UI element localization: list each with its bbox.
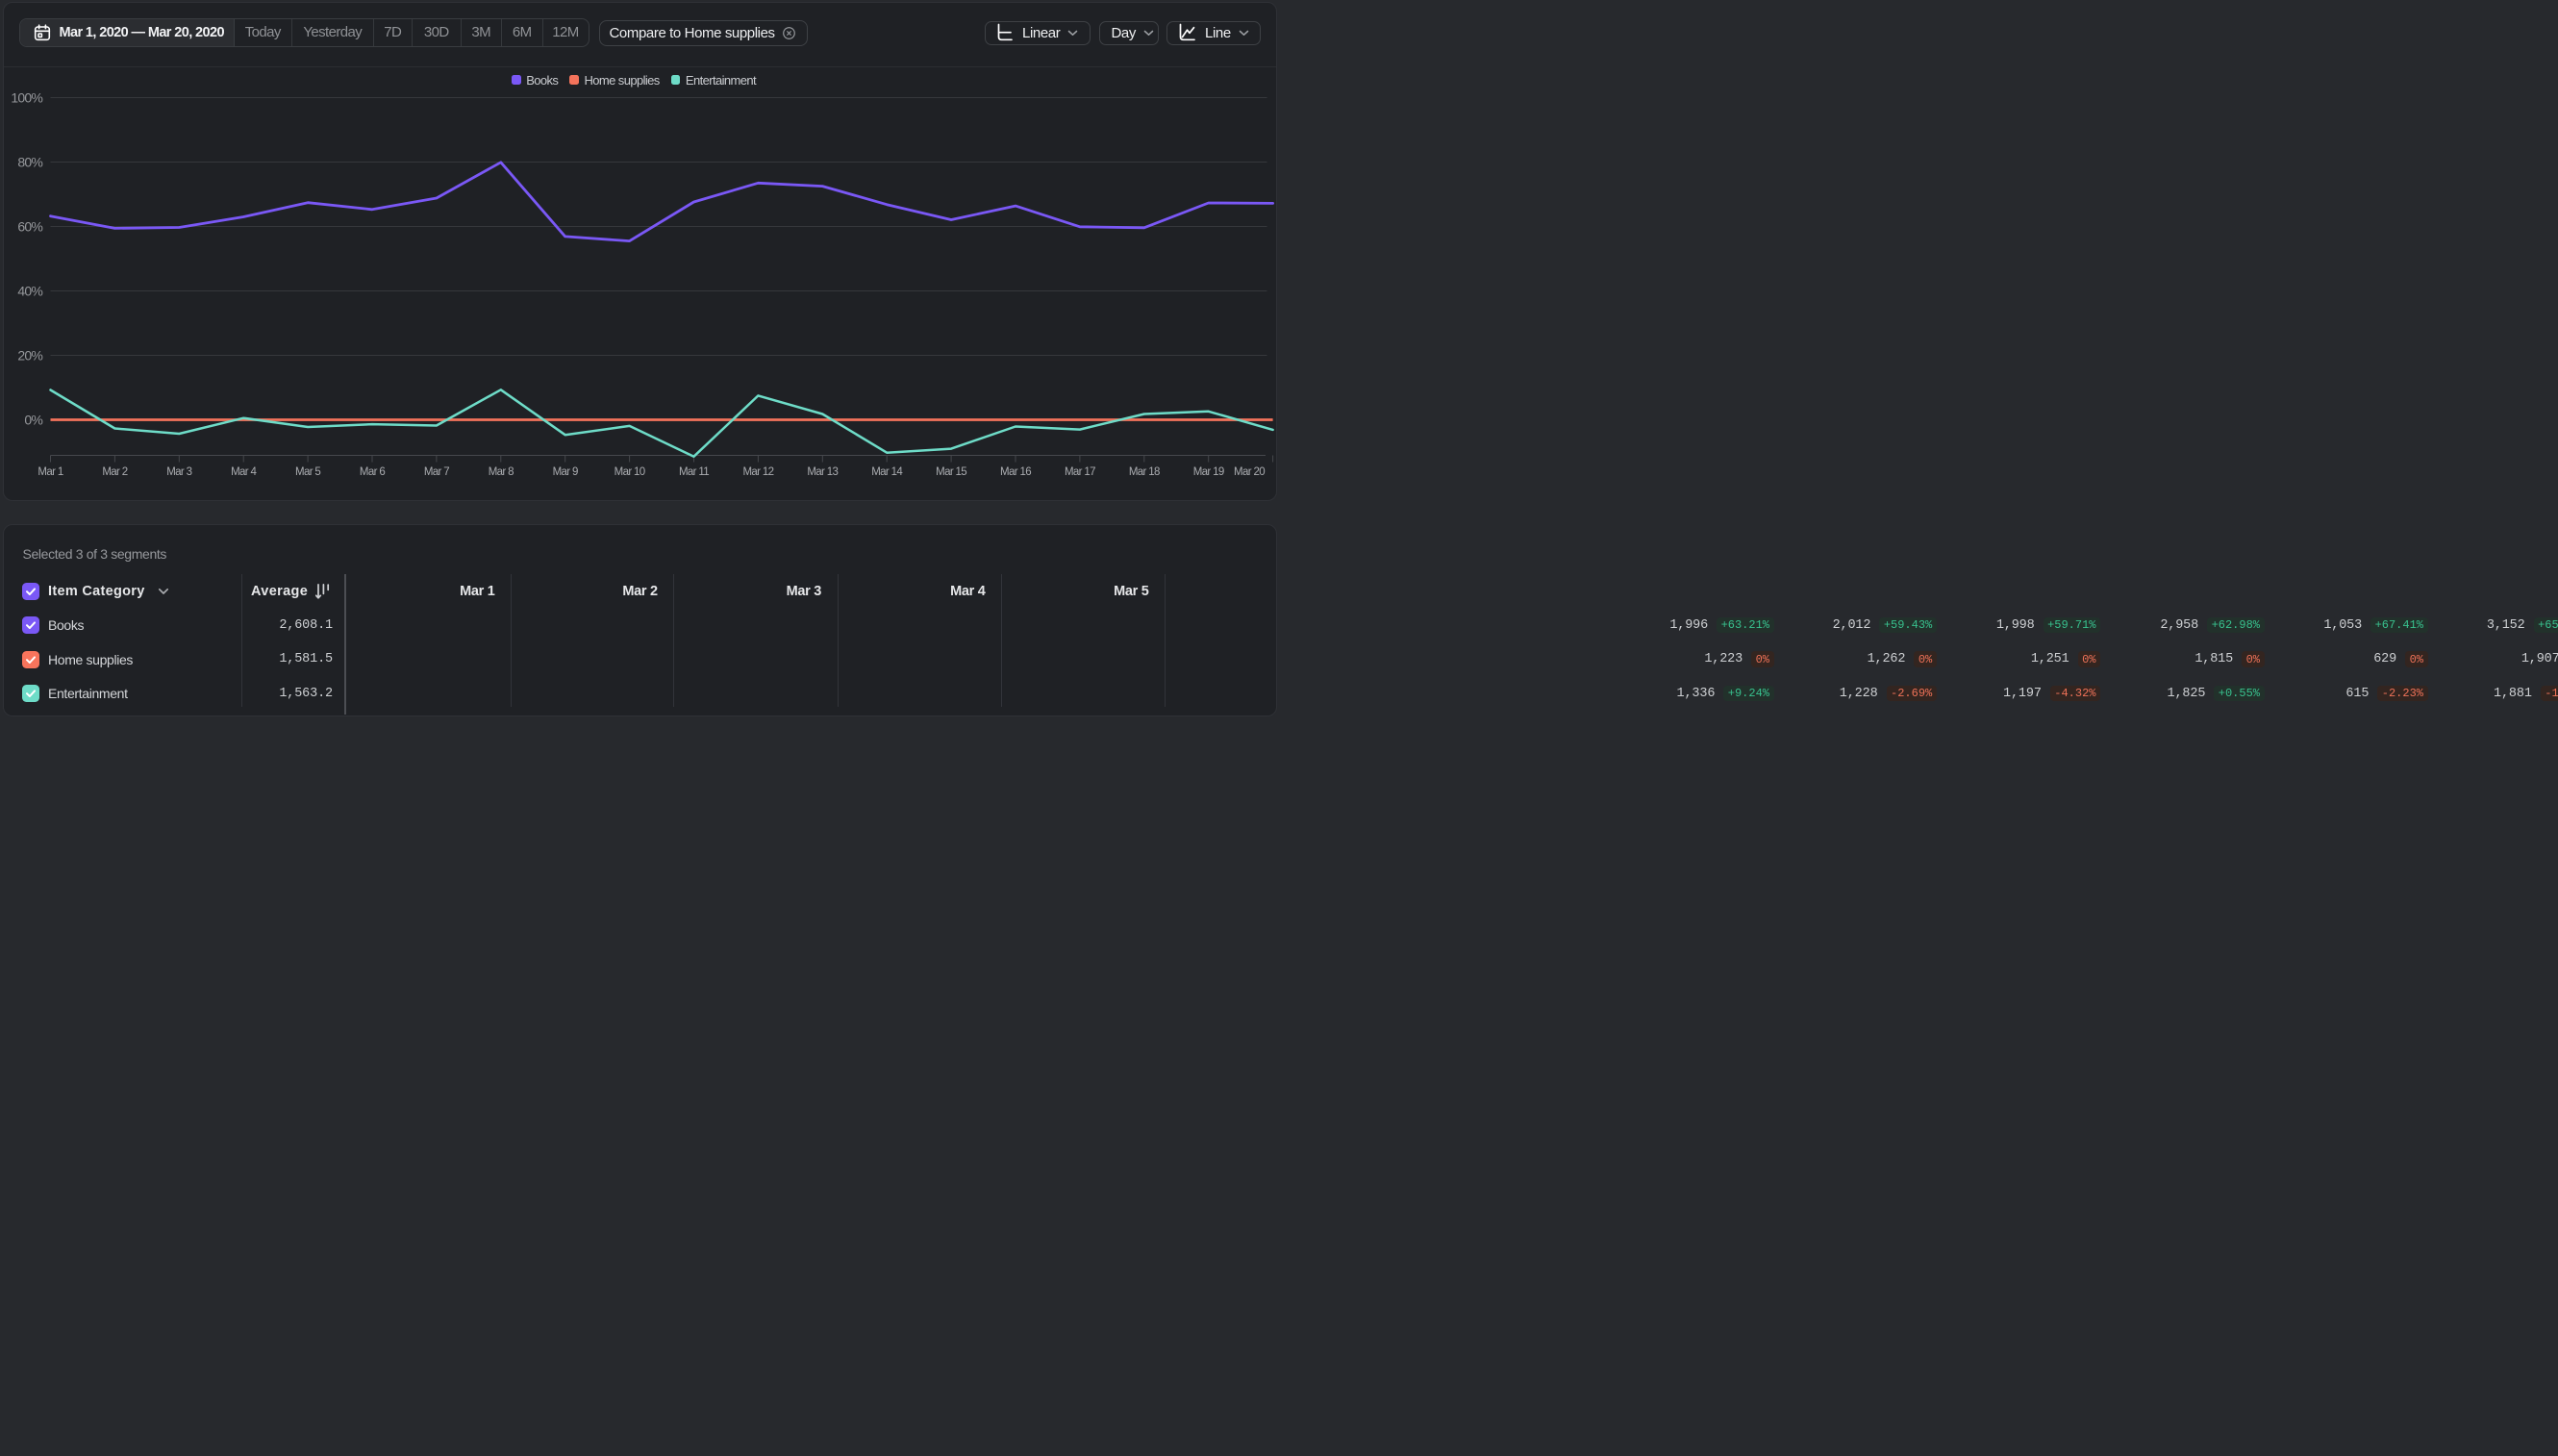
svg-text:100%: 100% [11,90,42,106]
svg-text:Mar 10: Mar 10 [614,466,645,478]
svg-text:Mar 5: Mar 5 [295,466,320,478]
svg-text:20%: 20% [17,348,42,364]
svg-text:Mar 3: Mar 3 [166,466,191,478]
svg-text:Mar 13: Mar 13 [807,466,838,478]
svg-text:Mar 7: Mar 7 [424,466,449,478]
svg-text:Mar 8: Mar 8 [489,466,514,478]
svg-text:Mar 20: Mar 20 [1234,466,1265,478]
svg-text:Mar 16: Mar 16 [1000,466,1031,478]
svg-text:Mar 4: Mar 4 [231,466,257,478]
svg-text:Mar 19: Mar 19 [1193,466,1224,478]
svg-text:40%: 40% [17,284,42,299]
svg-text:Mar 6: Mar 6 [360,466,385,478]
svg-text:Mar 18: Mar 18 [1129,466,1160,478]
svg-text:Mar 15: Mar 15 [936,466,966,478]
svg-text:Mar 11: Mar 11 [679,466,709,478]
svg-text:0%: 0% [24,413,42,428]
svg-text:Mar 1: Mar 1 [38,466,63,478]
svg-text:Mar 12: Mar 12 [742,466,773,478]
svg-text:60%: 60% [17,219,42,235]
svg-text:Mar 9: Mar 9 [553,466,578,478]
svg-text:Mar 17: Mar 17 [1065,466,1095,478]
svg-text:Mar 14: Mar 14 [871,466,903,478]
svg-text:Mar 2: Mar 2 [102,466,127,478]
svg-text:80%: 80% [17,155,42,170]
